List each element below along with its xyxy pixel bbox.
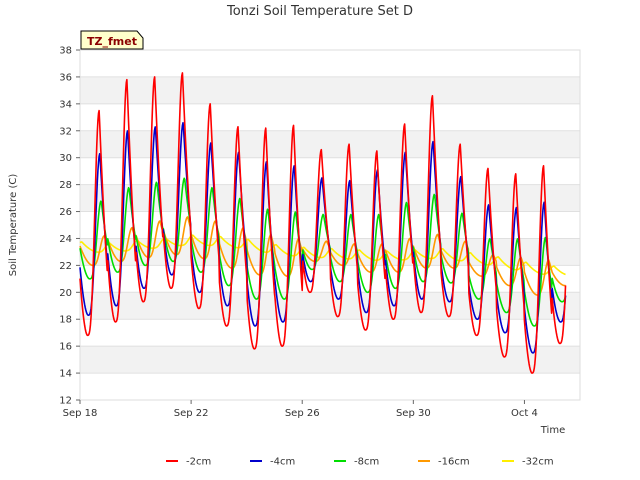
y-tick-label: 34 bbox=[59, 99, 72, 110]
x-tick-label: Sep 30 bbox=[396, 408, 431, 419]
y-tick-label: 22 bbox=[59, 261, 72, 272]
grid-band bbox=[80, 130, 580, 158]
x-tick-label: Sep 18 bbox=[63, 408, 98, 419]
y-tick-label: 28 bbox=[59, 180, 72, 191]
y-axis-label: Soil Temperature (C) bbox=[8, 174, 19, 277]
legend-label: -32cm bbox=[522, 457, 554, 468]
site-tag-box: TZ_fmet bbox=[80, 30, 144, 50]
grid-band bbox=[80, 292, 580, 320]
y-tick-label: 38 bbox=[59, 46, 72, 57]
grid-band bbox=[80, 184, 580, 212]
x-axis-label: Time bbox=[540, 425, 565, 436]
legend-label: -16cm bbox=[438, 457, 470, 468]
plot-area bbox=[79, 49, 581, 401]
legend: -2cm -4cm -8cm -16cm -32cm bbox=[166, 457, 554, 468]
y-tick-label: 12 bbox=[59, 396, 72, 407]
site-tag-shape bbox=[80, 30, 144, 50]
y-tick-label: 26 bbox=[59, 207, 72, 218]
y-tick-label: 20 bbox=[59, 288, 72, 299]
y-tick-label: 18 bbox=[59, 315, 72, 326]
series-line-neg2cm bbox=[79, 72, 567, 374]
y-tick-label: 32 bbox=[59, 126, 72, 137]
y-axis-ticks: 12 14 16 18 20 22 24 26 28 30 32 34 36 38 bbox=[59, 46, 80, 407]
x-tick-label: Sep 26 bbox=[285, 408, 320, 419]
y-tick-label: 30 bbox=[59, 153, 72, 164]
site-tag-label: TZ_fmet bbox=[87, 35, 137, 48]
grid-bands bbox=[80, 76, 580, 374]
x-axis-ticks: Sep 18 Sep 22 Sep 26 Sep 30 Oct 4 bbox=[63, 400, 538, 419]
x-tick-label: Oct 4 bbox=[511, 408, 538, 419]
y-tick-label: 14 bbox=[59, 369, 72, 380]
y-tick-label: 24 bbox=[59, 234, 72, 245]
x-tick-label: Sep 22 bbox=[174, 408, 209, 419]
grid-band bbox=[80, 346, 580, 374]
y-tick-label: 16 bbox=[59, 342, 72, 353]
legend-label: -8cm bbox=[354, 457, 379, 468]
legend-label: -4cm bbox=[270, 457, 295, 468]
legend-label: -2cm bbox=[186, 457, 211, 468]
series-layer bbox=[79, 72, 567, 374]
grid-band bbox=[80, 76, 580, 104]
chart-title: Tonzi Soil Temperature Set D bbox=[226, 4, 413, 19]
y-tick-label: 36 bbox=[59, 72, 72, 83]
